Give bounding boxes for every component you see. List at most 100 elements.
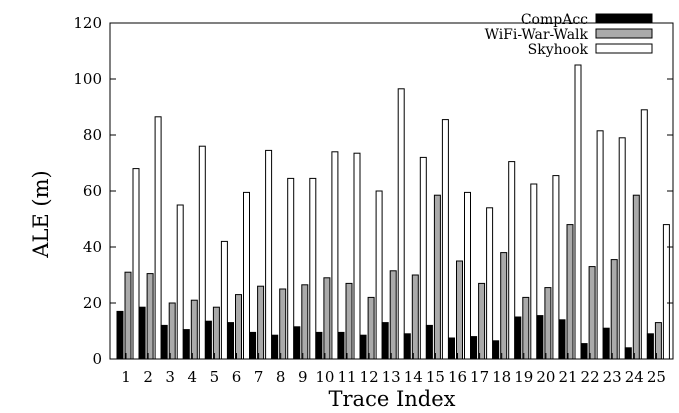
x-tick-label: 17 — [470, 368, 489, 386]
x-tick-label: 14 — [404, 368, 423, 386]
bar-compacc — [448, 337, 455, 360]
y-tick-label: 20 — [83, 294, 102, 312]
bar-skyhook — [574, 64, 582, 360]
bar-wifi-war-walk — [544, 287, 552, 360]
bar-skyhook — [265, 149, 273, 360]
bar-compacc — [646, 333, 654, 360]
y-tick-label: 100 — [73, 70, 102, 88]
bar-wifi-war-walk — [610, 259, 618, 360]
bar-wifi-war-walk — [190, 299, 198, 360]
bar-wifi-war-walk — [588, 266, 596, 360]
bar-wifi-war-walk — [367, 296, 375, 360]
bar-wifi-war-walk — [566, 224, 574, 360]
x-tick-label: 10 — [315, 368, 334, 386]
y-tick-label: 0 — [92, 350, 102, 368]
bar-skyhook — [154, 116, 162, 360]
bar-skyhook — [132, 168, 140, 360]
legend-swatch — [595, 28, 653, 39]
x-tick-label: 18 — [492, 368, 511, 386]
bar-skyhook — [508, 161, 516, 360]
y-tick-label: 40 — [83, 238, 102, 256]
bar-compacc — [470, 336, 478, 360]
bar-skyhook — [618, 137, 626, 360]
bar-compacc — [337, 331, 345, 360]
x-tick-label: 12 — [360, 368, 379, 386]
x-tick-label: 16 — [448, 368, 467, 386]
bar-compacc — [227, 322, 234, 360]
bar-skyhook — [375, 190, 383, 360]
x-tick-label: 24 — [625, 368, 644, 386]
bar-compacc — [160, 324, 168, 360]
x-tick-label: 2 — [143, 368, 153, 386]
x-tick-label: 22 — [581, 368, 600, 386]
bar-compacc — [249, 331, 257, 360]
bar-wifi-war-walk — [456, 260, 463, 360]
y-tick-label: 60 — [83, 182, 102, 200]
bar-compacc — [293, 326, 301, 360]
bar-compacc — [359, 334, 367, 360]
x-tick-label: 4 — [188, 368, 198, 386]
x-tick-label: 19 — [514, 368, 533, 386]
legend-swatch — [595, 13, 653, 24]
bar-wifi-war-walk — [168, 302, 176, 360]
legend-label: CompAcc — [521, 12, 588, 28]
bar-compacc — [271, 334, 279, 360]
x-tick-label: 20 — [536, 368, 555, 386]
x-tick-label: 3 — [165, 368, 175, 386]
bar-wifi-war-walk — [279, 288, 287, 360]
y-tick-label: 120 — [73, 14, 102, 32]
bar-skyhook — [353, 152, 361, 360]
bar-skyhook — [640, 109, 648, 360]
y-axis-title: ALE (m) — [29, 170, 53, 258]
bar-compacc — [315, 331, 323, 360]
bar-skyhook — [441, 119, 449, 360]
bar-wifi-war-walk — [632, 194, 640, 360]
bar-wifi-war-walk — [478, 282, 486, 360]
x-tick-label: 13 — [382, 368, 401, 386]
x-tick-label: 21 — [558, 368, 577, 386]
bar-wifi-war-walk — [411, 274, 419, 360]
bar-skyhook — [198, 145, 206, 360]
bar-skyhook — [596, 130, 604, 360]
bar-wifi-war-walk — [433, 194, 441, 360]
bar-compacc — [138, 306, 146, 360]
bar-skyhook — [530, 183, 538, 360]
x-tick-label: 5 — [210, 368, 220, 386]
bar-wifi-war-walk — [345, 282, 353, 360]
bar-compacc — [580, 343, 588, 360]
bar-compacc — [624, 347, 632, 360]
bar-skyhook — [220, 240, 228, 360]
x-tick-label: 15 — [426, 368, 445, 386]
legend-label: Skyhook — [528, 42, 589, 58]
y-tick-label: 80 — [83, 126, 102, 144]
bar-skyhook — [486, 207, 494, 360]
y-axis: 0 20 40 60 80 100 120 — [73, 14, 673, 368]
bar-skyhook — [464, 191, 471, 360]
x-axis: 1 2 3 4 5 6 7 8 9 10 11 12 13 14 15 16 17 18 19 20 21 22 23 24 2… — [121, 353, 666, 386]
bar-compacc — [514, 316, 522, 360]
bar-compacc — [381, 322, 389, 360]
bar-compacc — [536, 315, 544, 360]
bar-skyhook — [176, 204, 184, 360]
x-tick-label: 9 — [298, 368, 308, 386]
x-axis-title: Trace Index — [329, 387, 456, 411]
bar-compacc — [403, 333, 411, 360]
legend-swatch — [595, 43, 653, 54]
bar-skyhook — [309, 177, 317, 360]
bar-compacc — [425, 324, 433, 360]
bar-skyhook — [287, 177, 295, 360]
bar-skyhook — [552, 175, 560, 360]
x-tick-label: 7 — [254, 368, 264, 386]
bar-wifi-war-walk — [257, 285, 265, 360]
bar-skyhook — [331, 151, 339, 360]
bar-compacc — [602, 327, 610, 360]
x-tick-label: 23 — [603, 368, 622, 386]
legend-label: WiFi-War-Walk — [485, 27, 589, 43]
x-tick-label: 11 — [337, 368, 356, 386]
bar-compacc — [116, 310, 124, 360]
bar-wifi-war-walk — [522, 296, 530, 360]
bar-wifi-war-walk — [124, 271, 132, 360]
bar-skyhook — [243, 191, 250, 360]
